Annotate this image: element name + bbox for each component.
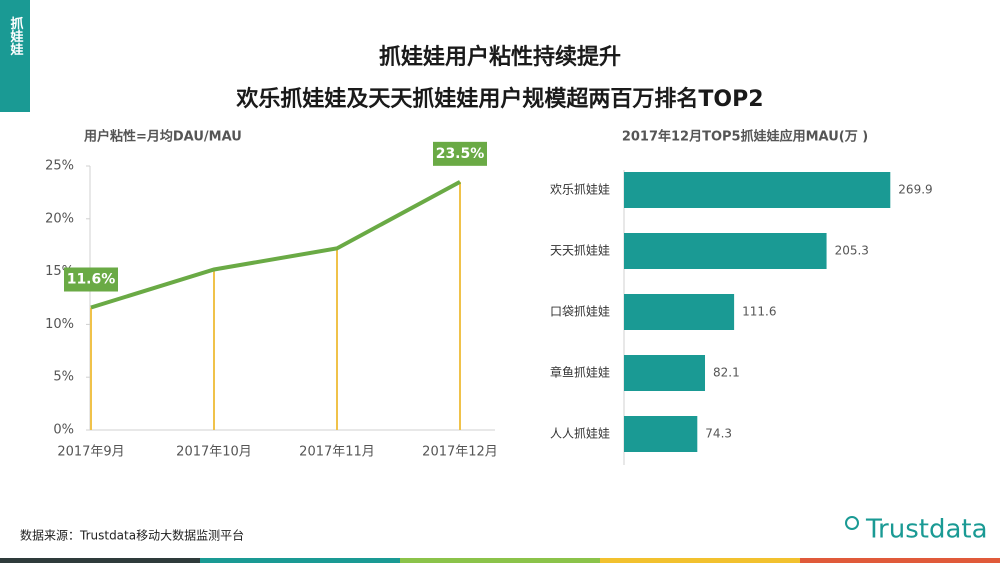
side-tab-text: 抓娃娃 (8, 16, 25, 57)
y-tick-label: 20% (45, 211, 74, 226)
y-tick-label: 欢乐抓娃娃 (550, 182, 610, 197)
y-tick-label: 章鱼抓娃娃 (550, 365, 610, 380)
logo-text: Trustdata (865, 515, 988, 545)
x-tick-label: 2017年11月 (299, 445, 375, 460)
x-tick-label: 2017年9月 (57, 445, 124, 460)
chart-title: 用户粘性=月均DAU/MAU (83, 129, 242, 145)
y-tick-label: 5% (53, 370, 74, 385)
bar (624, 416, 698, 452)
stripe (200, 558, 400, 563)
bar (624, 294, 735, 330)
data-label: 205.3 (835, 244, 869, 258)
logo: Trustdata (845, 515, 988, 545)
data-label-box (64, 267, 118, 292)
y-tick-label: 25% (45, 159, 74, 174)
bar (624, 172, 891, 208)
line (90, 180, 461, 310)
stripe (0, 558, 200, 563)
source: 数据来源：Trustdata移动大数据监测平台 (20, 528, 244, 543)
x-tick-label: 2017年10月 (176, 445, 252, 460)
title-line: 欢乐抓娃娃及天天抓娃娃用户规模超两百万排名TOP2 (235, 86, 763, 112)
stripe (800, 558, 1000, 563)
stripe (400, 558, 600, 563)
side-tab (0, 0, 30, 112)
chart-title: 2017年12月TOP5抓娃娃应用MAU(万 ) (622, 129, 868, 145)
data-label: 23.5% (436, 146, 485, 162)
logo-icon (845, 516, 859, 530)
y-tick-label: 0% (53, 423, 74, 438)
data-label-box (433, 141, 487, 166)
data-label: 269.9 (898, 183, 932, 197)
data-label: 82.1 (713, 366, 740, 380)
data-label: 74.3 (705, 427, 732, 441)
bar (624, 233, 827, 269)
stripe (600, 558, 800, 563)
title-line: 抓娃娃用户粘性持续提升 (379, 44, 621, 70)
y-tick-label: 10% (45, 317, 74, 332)
data-label: 111.6 (742, 305, 776, 319)
bar (624, 355, 706, 391)
y-tick-label: 口袋抓娃娃 (550, 305, 610, 319)
y-tick-label: 天天抓娃娃 (550, 244, 610, 258)
y-tick-label: 人人抓娃娃 (550, 427, 610, 441)
x-tick-label: 2017年12月 (422, 445, 498, 460)
data-label: 11.6% (67, 272, 116, 288)
